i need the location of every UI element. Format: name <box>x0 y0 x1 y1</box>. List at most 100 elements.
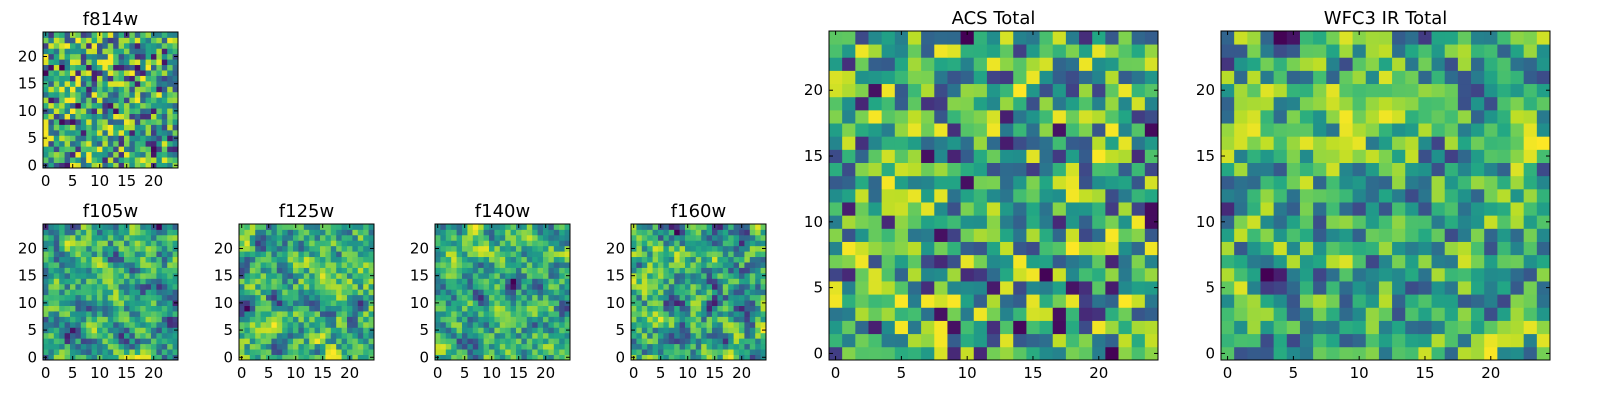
heatmap-cell <box>712 240 718 247</box>
heatmap-cell <box>1079 241 1093 256</box>
heatmap-cell <box>129 146 136 153</box>
heatmap-cell <box>1118 228 1133 242</box>
heatmap-cell <box>134 245 141 252</box>
heatmap-cell <box>1365 188 1380 203</box>
heatmap-cell <box>1431 70 1446 85</box>
heatmap-cell <box>559 283 565 290</box>
heatmap-cell <box>1378 96 1393 111</box>
heatmap-cell <box>907 149 922 163</box>
heatmap-cell <box>663 229 670 236</box>
heatmap-cell <box>663 262 670 268</box>
heatmap-cell <box>59 162 65 169</box>
heatmap-cell <box>907 267 922 282</box>
heatmap-cell <box>510 343 517 350</box>
heatmap-cell <box>167 64 173 71</box>
heatmap-cell <box>647 267 653 274</box>
heatmap-cell <box>1536 346 1551 361</box>
heatmap-cell <box>749 332 756 339</box>
heatmap-cell <box>271 300 278 306</box>
heatmap-cell <box>494 327 501 334</box>
heatmap-cell <box>679 343 686 350</box>
heatmap-cell <box>271 311 278 317</box>
heatmap-cell <box>151 146 157 153</box>
heatmap-cell <box>1221 294 1235 308</box>
heatmap-cell <box>564 256 571 263</box>
heatmap-cell <box>855 136 869 150</box>
heatmap-cell <box>445 321 452 328</box>
heatmap-cell <box>330 300 337 306</box>
heatmap-cell <box>641 349 648 355</box>
heatmap-cell <box>249 278 256 285</box>
heatmap-cell <box>451 338 457 345</box>
heatmap-cell <box>1497 188 1511 203</box>
heatmap-cell <box>1313 175 1327 190</box>
heatmap-cell <box>947 31 961 45</box>
heatmap-cell <box>532 267 538 274</box>
heatmap-cell <box>347 283 353 290</box>
heatmap-cell <box>494 349 501 355</box>
heatmap-cell <box>107 97 114 104</box>
heatmap-cell <box>636 311 643 317</box>
heatmap-cell <box>755 283 761 290</box>
heatmap-cell <box>1405 215 1419 229</box>
heatmap-cell <box>140 327 146 334</box>
heatmap-cell <box>526 332 533 339</box>
heatmap-cell <box>1392 83 1406 98</box>
heatmap-cell <box>124 327 130 334</box>
heatmap-cell <box>733 305 740 312</box>
heatmap-cell <box>1105 96 1119 111</box>
heatmap-cell <box>287 245 294 252</box>
heatmap-cell <box>167 129 173 136</box>
heatmap-cell <box>1039 294 1054 308</box>
heatmap-cell <box>1221 31 1235 45</box>
heatmap-cell <box>303 338 310 345</box>
heatmap-cell <box>48 327 55 334</box>
heatmap-cell <box>1260 162 1275 177</box>
heatmap-cell <box>156 294 163 301</box>
heatmap-cell <box>271 343 278 350</box>
x-tick-label: 5 <box>68 364 78 382</box>
heatmap-cell <box>86 140 92 147</box>
heatmap-cell <box>1026 70 1040 85</box>
heatmap-cell <box>894 175 909 190</box>
heatmap-cell <box>1484 254 1498 269</box>
heatmap-cell <box>91 75 98 82</box>
heatmap-cell <box>907 44 922 58</box>
heatmap-cell <box>53 338 60 345</box>
heatmap-cell <box>1286 149 1301 163</box>
heatmap-cell <box>1092 136 1106 150</box>
heatmap-cell <box>728 256 734 263</box>
heatmap-cell <box>894 241 909 256</box>
heatmap-cell <box>161 262 168 268</box>
heatmap-cell <box>1536 254 1551 269</box>
heatmap-cell <box>739 349 745 355</box>
heatmap-cell <box>266 251 272 258</box>
heatmap-cell <box>631 234 637 241</box>
heatmap-cell <box>309 354 315 361</box>
heatmap-cell <box>80 321 87 328</box>
heatmap-cell <box>658 327 664 334</box>
heatmap-cell <box>717 267 724 274</box>
heatmap-cell <box>445 245 452 252</box>
heatmap-cell <box>80 251 87 258</box>
heatmap-cell <box>53 262 60 268</box>
heatmap-cell <box>303 305 310 312</box>
heatmap-cell <box>43 294 49 301</box>
heatmap-cell <box>456 305 463 312</box>
heatmap-cell <box>113 113 119 120</box>
heatmap-cell <box>70 59 76 66</box>
heatmap-cell <box>352 311 359 317</box>
heatmap-cell <box>483 283 490 290</box>
heatmap-cell <box>107 343 114 350</box>
heatmap-cell <box>113 80 119 87</box>
heatmap-cell <box>1286 228 1301 242</box>
heatmap-cell <box>59 91 65 98</box>
heatmap-cell <box>1105 241 1119 256</box>
heatmap-cell <box>347 251 353 258</box>
heatmap-cell <box>1260 281 1275 295</box>
heatmap-cell <box>341 251 348 258</box>
heatmap-cell <box>986 215 1001 229</box>
heatmap-cell <box>1457 294 1472 308</box>
heatmap-cell <box>1339 320 1353 335</box>
heatmap-cell <box>293 311 299 317</box>
